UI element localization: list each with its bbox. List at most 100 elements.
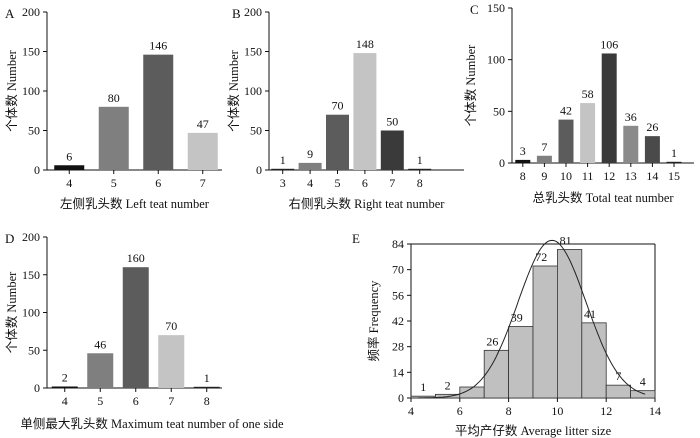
bar (536, 155, 552, 163)
y-tick-label: 150 (244, 45, 262, 59)
x-tick-label: 9 (541, 169, 547, 183)
x-tick-label: 6 (133, 394, 139, 408)
data-label: 46 (94, 337, 106, 351)
x-axis-title: 右侧乳头数 Right teat number (289, 196, 446, 211)
y-tick-label: 28 (392, 340, 404, 354)
data-label: 42 (560, 104, 572, 118)
panel-c: C 0 50 100 150 个体数 Number 总乳头数 Total teat numb… (463, 1, 694, 205)
y-tick-label: 150 (22, 45, 40, 59)
x-tick-label: 5 (97, 394, 103, 408)
histogram-bar (532, 265, 558, 399)
y-tick-label: 0 (398, 391, 404, 405)
data-label: 4 (640, 375, 646, 389)
bar (558, 119, 574, 163)
x-tick-label: 6 (155, 176, 161, 190)
data-label: 70 (332, 99, 344, 113)
bar (353, 53, 377, 170)
panel-label: C (470, 2, 479, 17)
y-tick-label: 0 (34, 381, 40, 395)
fit-curve (418, 239, 646, 399)
data-label: 146 (149, 39, 167, 53)
y-tick-label: 50 (250, 124, 262, 138)
y-tick-label: 50 (28, 124, 40, 138)
bar (271, 168, 295, 170)
y-tick-label: 0 (256, 163, 262, 177)
x-tick-label: 6 (457, 404, 463, 418)
x-tick-label: 5 (335, 176, 341, 190)
bar (193, 386, 220, 388)
bar (580, 103, 596, 163)
bar (51, 386, 78, 388)
y-tick-label: 100 (22, 306, 40, 320)
panel-label: E (352, 231, 360, 246)
data-label: 1 (420, 380, 426, 394)
y-tick-label: 56 (392, 288, 404, 302)
data-label: 1 (280, 153, 286, 167)
bar (122, 267, 149, 388)
y-tick-label: 150 (487, 1, 505, 15)
data-label: 26 (486, 334, 498, 348)
bar (326, 114, 349, 170)
panel-a: A 0 50 100 150 200 个体数 Number 左侧乳头数 Left teat n… (4, 5, 222, 211)
data-label: 106 (600, 37, 618, 51)
bar (298, 162, 322, 170)
data-label: 72 (535, 250, 547, 264)
data-label: 50 (386, 115, 398, 129)
bar (54, 165, 85, 170)
y-tick-label: 50 (493, 104, 505, 118)
data-label: 26 (646, 120, 658, 134)
x-axis-title: 平均产仔数 Average litter size (455, 423, 612, 438)
bar (623, 125, 639, 163)
panel-label: A (5, 6, 15, 21)
data-label: 160 (127, 251, 145, 265)
x-tick-label: 4 (66, 176, 72, 190)
x-tick-label: 13 (625, 169, 637, 183)
y-axis-title: 个体数 Number (4, 271, 19, 353)
data-label: 58 (582, 87, 594, 101)
data-label: 1 (417, 153, 423, 167)
x-tick-label: 12 (600, 404, 612, 418)
bar (380, 130, 404, 170)
x-tick-label: 6 (362, 176, 368, 190)
y-axis-title: 频率 Frequency (366, 280, 381, 362)
y-tick-label: 100 (487, 53, 505, 67)
bar (98, 106, 129, 170)
x-tick-label: 8 (417, 176, 423, 190)
x-tick-label: 8 (520, 169, 526, 183)
x-tick-label: 12 (603, 169, 615, 183)
histogram-bar (557, 249, 583, 399)
x-tick-label: 4 (408, 404, 414, 418)
bar (666, 161, 682, 163)
y-axis-title: 个体数 Number (226, 49, 241, 131)
data-label: 148 (356, 37, 374, 51)
data-label: 47 (197, 117, 209, 131)
data-label: 9 (307, 147, 313, 161)
x-tick-label: 7 (389, 176, 395, 190)
bar (187, 132, 218, 170)
y-tick-label: 200 (22, 5, 40, 19)
x-tick-label: 8 (204, 394, 210, 408)
histogram-bar (630, 390, 656, 399)
panel-label: B (232, 6, 241, 21)
x-tick-label: 10 (551, 404, 563, 418)
histogram-bar (508, 326, 534, 399)
y-axis-title: 个体数 Number (463, 44, 478, 126)
x-tick-label: 11 (582, 169, 594, 183)
x-axis-title: 单侧最大乳头数 Maximum teat number of one side (20, 416, 284, 431)
y-tick-label: 100 (244, 84, 262, 98)
y-tick-label: 84 (392, 237, 404, 251)
data-label: 7 (541, 140, 547, 154)
x-tick-label: 7 (168, 394, 174, 408)
panel-d: D 0 50 100 150 200 个体数 Number 单侧最大乳头数 Maximum t… (4, 230, 284, 431)
bar (408, 168, 432, 170)
y-tick-label: 200 (244, 5, 262, 19)
bar (644, 136, 660, 163)
x-tick-label: 8 (506, 404, 512, 418)
x-tick-label: 10 (560, 169, 572, 183)
y-tick-label: 200 (22, 230, 40, 244)
y-tick-label: 50 (28, 343, 40, 357)
x-tick-label: 14 (649, 404, 661, 418)
data-label: 6 (66, 149, 72, 163)
x-tick-label: 4 (307, 176, 313, 190)
